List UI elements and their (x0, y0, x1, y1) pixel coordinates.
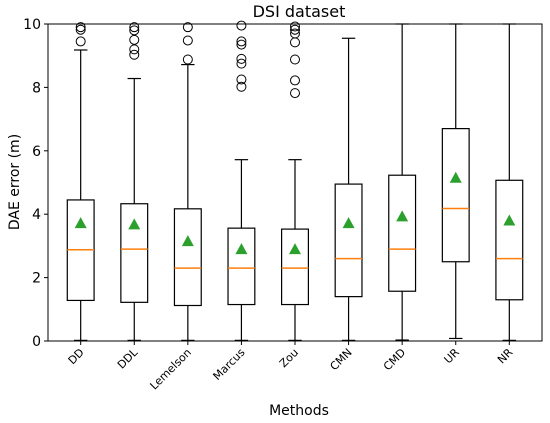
mean-marker (396, 210, 409, 222)
y-axis-label: DAE error (m) (7, 134, 23, 230)
outlier-point (236, 74, 247, 85)
iqr-box (388, 174, 417, 292)
chart-title: DSI dataset (253, 2, 346, 21)
outlier-point (182, 22, 193, 33)
outlier-point (290, 37, 300, 48)
outlier-point (290, 28, 300, 39)
x-tick-label: CMN (328, 346, 355, 373)
iqr-box (227, 227, 256, 306)
y-tick-label: 8 (32, 80, 41, 96)
y-tick-label: 0 (32, 334, 41, 350)
outlier-point (290, 54, 300, 65)
y-tick-label: 2 (32, 271, 41, 287)
box-cmd (388, 23, 417, 341)
mean-marker (449, 171, 462, 183)
box-ddl (120, 22, 149, 341)
y-tick-label: 4 (32, 207, 41, 223)
outlier-point (290, 75, 300, 86)
x-tick-label: NR (495, 346, 516, 367)
y-axis: 0 2 4 6 8 10 (23, 17, 48, 350)
mean-marker (181, 235, 194, 247)
outlier-point (75, 22, 86, 33)
x-axis-label: Methods (269, 403, 329, 419)
box-cmn (334, 37, 363, 341)
outlier-point (236, 36, 247, 47)
box-lemelson (173, 22, 202, 341)
outlier-point (290, 21, 300, 32)
x-tick-label: Marcus (211, 346, 248, 383)
x-tick-label: DD (66, 346, 87, 367)
outlier-point (129, 44, 140, 55)
x-axis: DD DDL Lemelson Marcus Zou CMN CMD UR NR (66, 341, 516, 392)
iqr-box (281, 228, 309, 306)
outlier-point (236, 58, 247, 69)
box-zou (281, 21, 309, 341)
iqr-box (495, 179, 524, 301)
outlier-point (236, 53, 247, 64)
outlier-point (236, 20, 247, 31)
mean-marker (503, 214, 516, 226)
outlier-point (129, 22, 140, 33)
outlier-point (75, 36, 86, 47)
mean-marker (235, 243, 248, 255)
x-tick-label: Lemelson (148, 346, 194, 392)
y-tick-label: 6 (32, 144, 41, 160)
box-nr (495, 23, 524, 341)
x-tick-label: Zou (277, 346, 301, 370)
outlier-point (236, 39, 247, 50)
x-tick-label: UR (442, 346, 463, 367)
mean-marker (128, 218, 141, 230)
outlier-point (182, 35, 193, 46)
mean-marker (74, 217, 87, 229)
mean-marker (289, 243, 301, 255)
box-ur (441, 23, 470, 340)
iqr-box (173, 208, 202, 307)
outlier-point (75, 24, 86, 35)
outlier-point (182, 54, 193, 65)
outlier-point (129, 25, 140, 36)
outlier-point (290, 24, 300, 35)
iqr-box (334, 183, 363, 298)
x-tick-label: CMD (381, 346, 408, 373)
x-tick-label: DDL (115, 345, 141, 371)
outlier-point (129, 49, 140, 60)
outlier-point (129, 34, 140, 45)
iqr-box (441, 128, 470, 263)
outlier-point (236, 81, 247, 92)
mean-marker (342, 217, 355, 229)
iqr-box (120, 203, 149, 303)
plot-area (66, 20, 524, 341)
outlier-point (290, 88, 300, 99)
y-tick-label: 10 (23, 17, 41, 33)
box-marcus (227, 20, 256, 341)
box-dd (66, 22, 95, 341)
